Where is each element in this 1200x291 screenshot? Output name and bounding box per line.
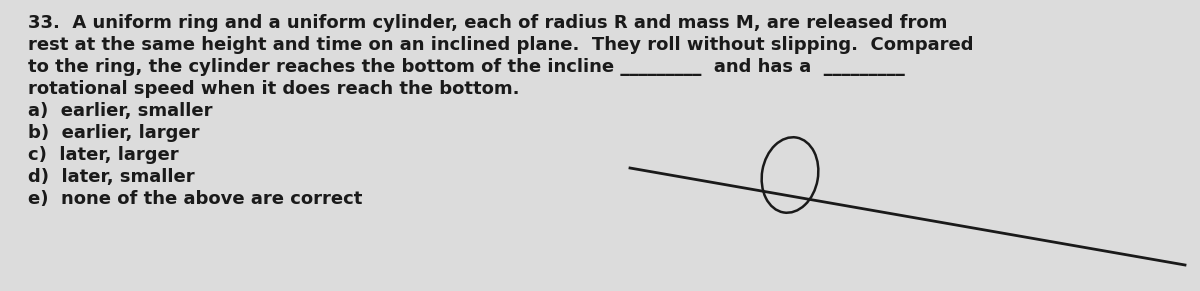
Text: e)  none of the above are correct: e) none of the above are correct xyxy=(28,190,362,208)
Text: b)  earlier, larger: b) earlier, larger xyxy=(28,124,199,142)
Text: c)  later, larger: c) later, larger xyxy=(28,146,179,164)
Text: a)  earlier, smaller: a) earlier, smaller xyxy=(28,102,212,120)
Text: to the ring, the cylinder reaches the bottom of the incline _________  and has a: to the ring, the cylinder reaches the bo… xyxy=(28,58,905,76)
Text: d)  later, smaller: d) later, smaller xyxy=(28,168,194,186)
Text: rest at the same height and time on an inclined plane.  They roll without slippi: rest at the same height and time on an i… xyxy=(28,36,973,54)
Text: 33.  A uniform ring and a uniform cylinder, each of radius R and mass M, are rel: 33. A uniform ring and a uniform cylinde… xyxy=(28,14,947,32)
Text: rotational speed when it does reach the bottom.: rotational speed when it does reach the … xyxy=(28,80,520,98)
